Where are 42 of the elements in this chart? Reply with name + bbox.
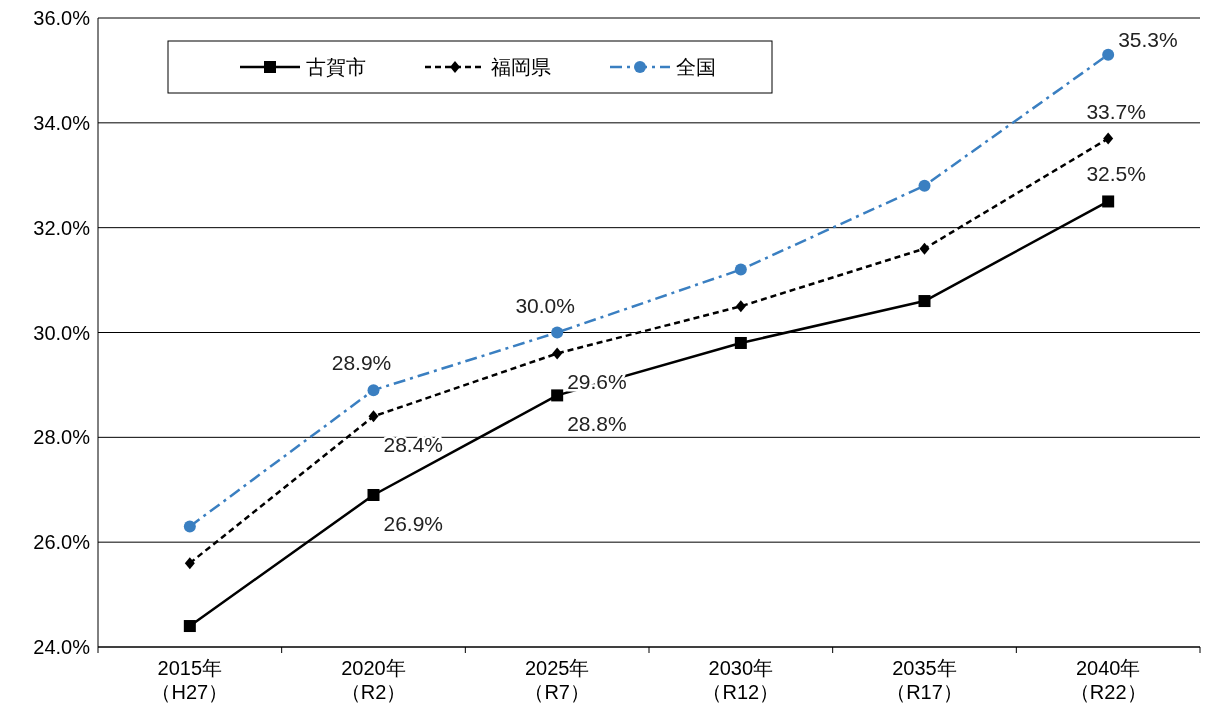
point (734, 336, 747, 349)
y-tick-label: 26.0% (33, 531, 91, 554)
x-tick-label: 2040年（R22） (1069, 657, 1147, 703)
x-tick-label: 2020年（R2） (340, 657, 407, 703)
point (1102, 48, 1115, 61)
y-tick-label: 32.0% (33, 216, 91, 239)
legend-label: 福岡県 (491, 56, 551, 78)
point (367, 384, 380, 397)
y-tick-label: 30.0% (33, 321, 91, 344)
y-tick-label: 24.0% (33, 636, 91, 658)
point (183, 520, 196, 533)
data-label: 28.9% (331, 351, 392, 375)
point (551, 326, 564, 339)
legend-label: 古賀市 (306, 56, 366, 78)
point (184, 557, 195, 570)
point (918, 295, 931, 308)
point (918, 179, 931, 192)
x-tick-label: 2015年（H27） (151, 657, 229, 703)
point (552, 347, 563, 360)
point (1103, 132, 1114, 145)
point (734, 263, 747, 276)
point (551, 389, 564, 402)
point (183, 620, 196, 633)
data-label: 28.8% (567, 412, 627, 436)
y-tick-label: 28.0% (33, 426, 91, 449)
data-label: 32.5% (1086, 162, 1146, 186)
x-tick-label: 2035年（R17） (886, 657, 963, 703)
point (1102, 195, 1115, 208)
data-label: 28.4% (383, 433, 444, 457)
y-tick-label: 36.0% (33, 7, 91, 29)
x-tick-label: 2030年（R12） (702, 657, 780, 703)
data-label: 26.9% (383, 511, 444, 535)
x-tick-label: 2025年（R7） (524, 657, 590, 703)
legend-label: 全国 (676, 56, 716, 78)
point (735, 300, 746, 313)
point (368, 410, 379, 423)
point (919, 242, 930, 255)
y-tick-label: 34.0% (33, 111, 91, 134)
point (367, 488, 380, 501)
data-label: 35.3% (1118, 27, 1178, 51)
data-label: 33.7% (1086, 99, 1146, 123)
data-label: 30.0% (515, 293, 575, 317)
